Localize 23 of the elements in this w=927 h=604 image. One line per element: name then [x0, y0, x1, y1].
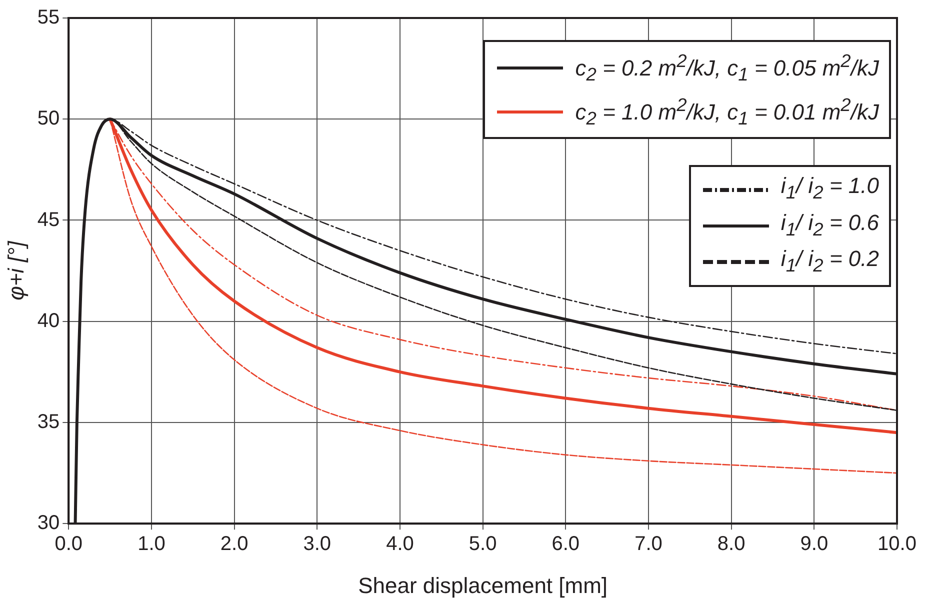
annotation: i$_{1}$/ i$_{2}$ = 0.2 [780, 245, 879, 278]
x-tick-label: 0.0 [54, 533, 83, 556]
x-tick-label: 9.0 [800, 533, 828, 556]
y-tick-label: 40 [37, 310, 60, 332]
x-tick-label: 10.0 [878, 533, 916, 556]
y-tick-label: 55 [37, 6, 60, 29]
x-tick-label: 5.0 [468, 533, 497, 556]
x-tick-label: 8.0 [717, 533, 746, 556]
key-box: c$_{2}$ = 0.2 m$^{2}$/kJ, c$_{1}$ = 0.05 m$^{2}$/kJ c$_{2}$ = 1.0 m$^{2}$/kJ, c$_{1}$ = 0.01 m$^{2}$/kJ [483, 40, 891, 140]
x-tick-label: 3.0 [303, 533, 332, 556]
annotation: i$_{1}$/ i$_{2}$ = 1.0 [780, 172, 879, 205]
y-tick-label: 50 [37, 108, 60, 130]
annotation: i$_{1}$/ i$_{2}$ = 0.6 [780, 208, 879, 242]
x-tick-label: 4.0 [386, 533, 414, 556]
y-axis-title: φ+i [°] [3, 240, 28, 300]
x-tick-label: 2.0 [220, 533, 248, 556]
y-tick-label: 30 [37, 512, 60, 534]
x-axis-title: Shear displacement [mm] [358, 572, 608, 598]
y-tick-label: 35 [37, 410, 60, 433]
x-tick-label: 7.0 [634, 533, 662, 556]
x-tick-label: 1.0 [138, 533, 166, 556]
y-tick-label: 45 [37, 208, 60, 231]
x-tick-label: 6.0 [552, 533, 580, 556]
